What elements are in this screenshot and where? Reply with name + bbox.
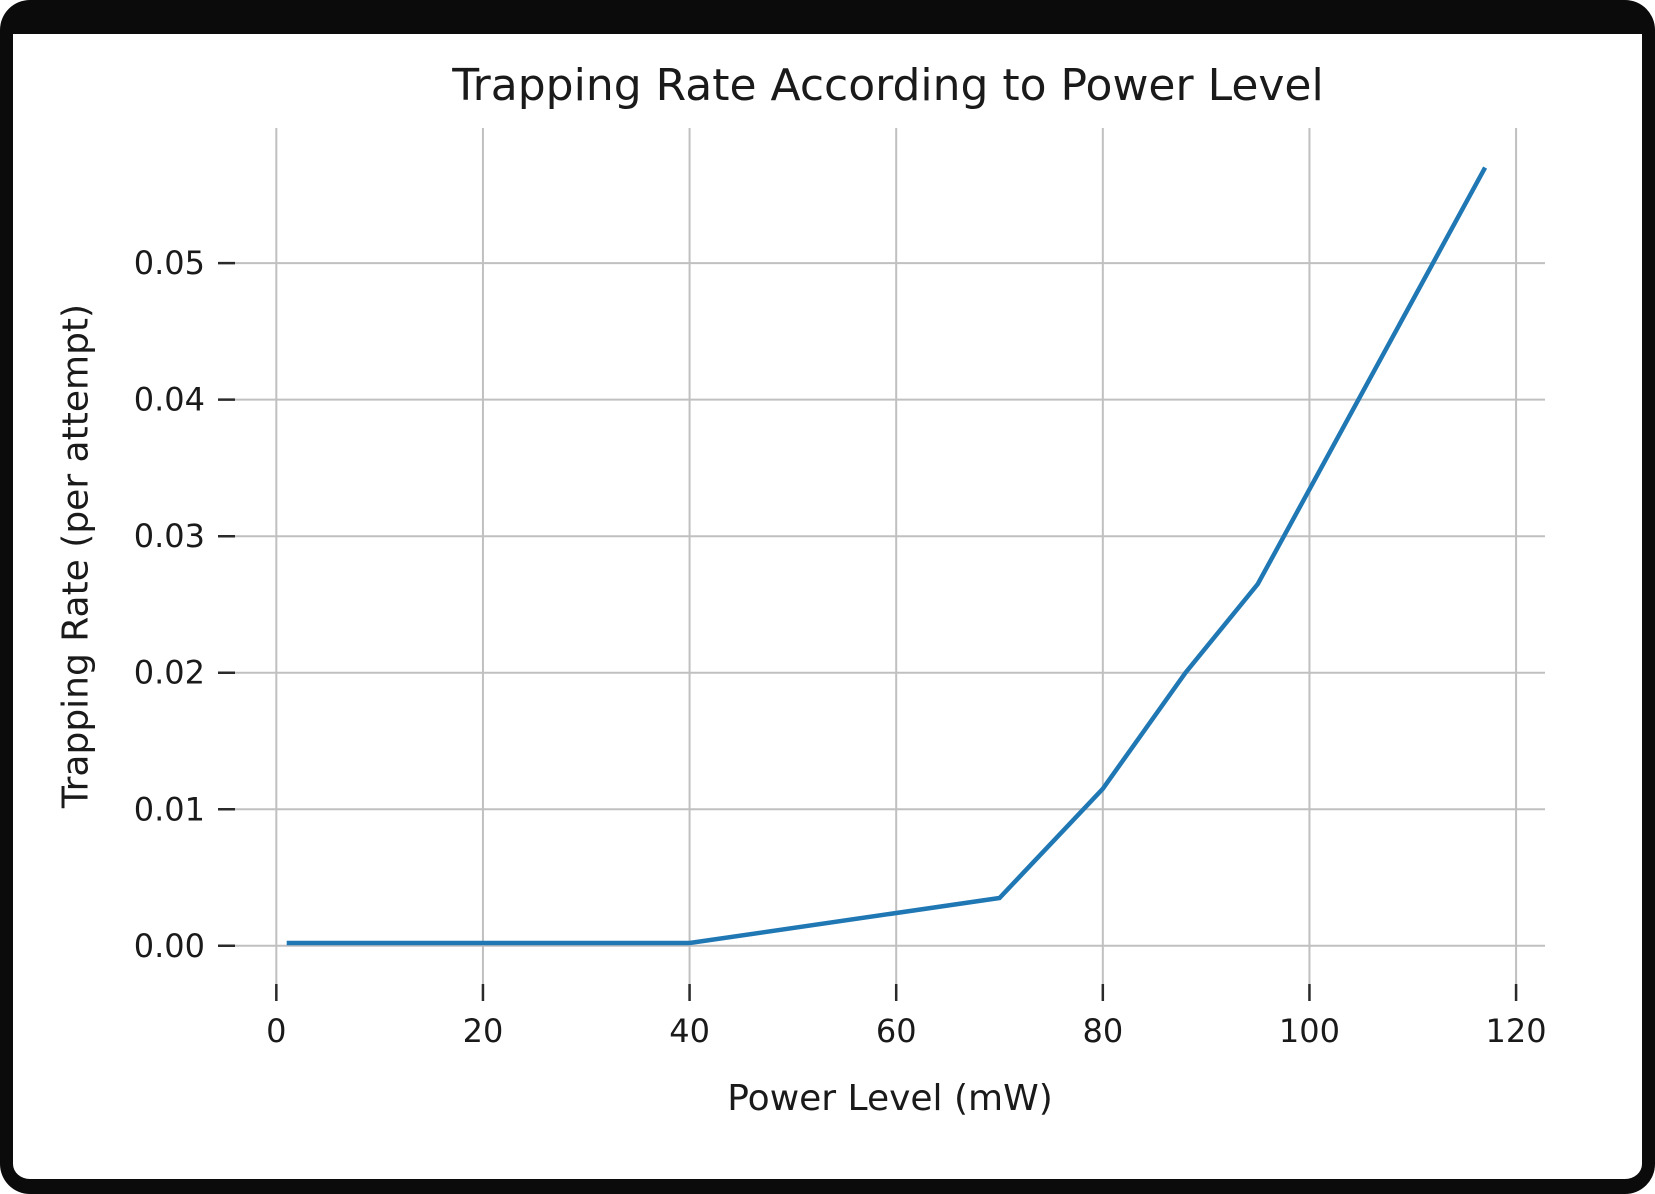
y-tick-label: 0.05: [134, 244, 205, 282]
chart-title: Trapping Rate According to Power Level: [452, 60, 1324, 111]
y-tick-label: 0.03: [134, 517, 205, 555]
y-tick-label: 0.02: [134, 654, 205, 692]
x-tick-label: 100: [1279, 1012, 1340, 1050]
series-line-trapping_rate: [286, 166, 1488, 946]
x-tick-label: 40: [669, 1012, 710, 1050]
x-tick-label: 0: [266, 1012, 286, 1050]
x-tick-label: 80: [1082, 1012, 1123, 1050]
x-tick-label: 60: [876, 1012, 917, 1050]
y-axis-label: Trapping Rate (per attempt): [55, 303, 97, 809]
x-tick-label: 120: [1486, 1012, 1547, 1050]
y-tick-label: 0.00: [134, 927, 205, 965]
x-axis-label: Power Level (mW): [727, 1078, 1053, 1119]
y-tick-label: 0.04: [134, 381, 205, 419]
y-tick-label: 0.01: [134, 790, 205, 828]
x-tick-label: 20: [463, 1012, 504, 1050]
